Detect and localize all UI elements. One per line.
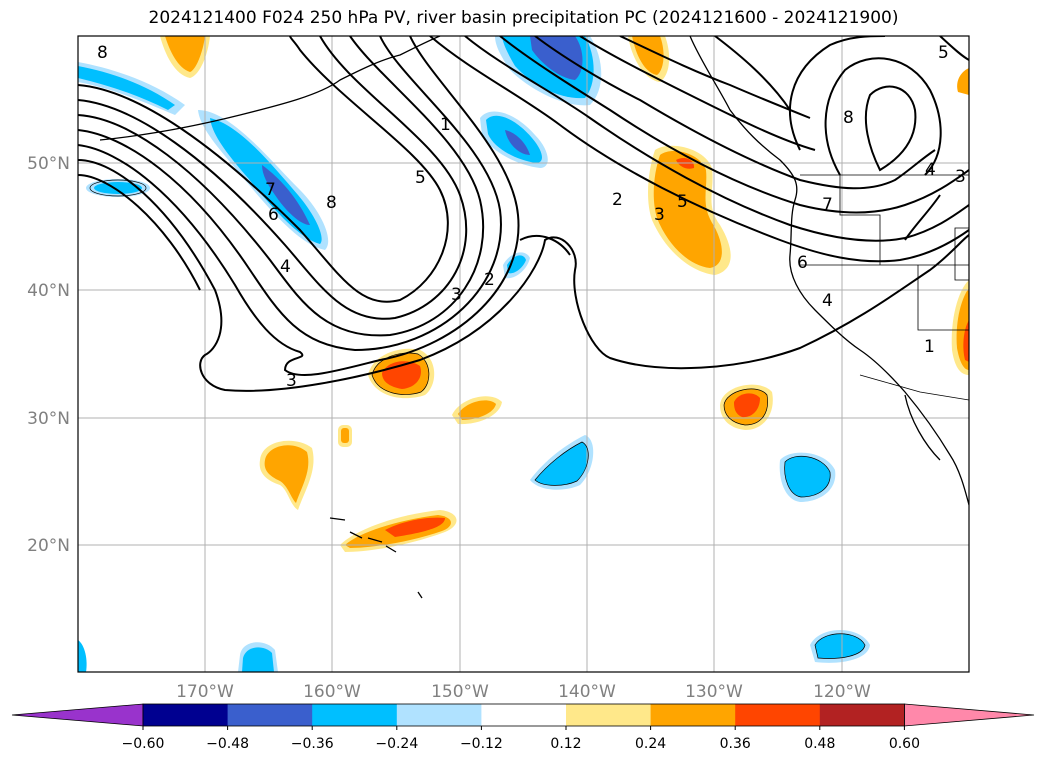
- map-frame: [77, 35, 970, 673]
- colorbar-tick-label: −0.48: [206, 736, 249, 752]
- colorbar-tick-label: −0.36: [291, 736, 334, 752]
- contour-label: 1: [924, 337, 935, 357]
- contour-label: 5: [677, 192, 688, 212]
- neg-anomaly-area: [78, 66, 175, 110]
- contour-label: 6: [797, 253, 808, 273]
- contour-label: 2: [484, 270, 495, 290]
- pos-anomaly-area: [963, 320, 969, 362]
- contour-label: 1: [440, 115, 451, 135]
- colorbar-tick-label: −0.12: [460, 736, 503, 752]
- contour-label: 7: [265, 180, 276, 200]
- contour-labels: 8 1 5 7 6 8 4 3 3 2 2 3 5 6 4 1 7 4 8 5 …: [97, 43, 966, 391]
- pos-anomaly-area: [957, 68, 969, 95]
- pos-anomaly-area: [264, 445, 309, 503]
- colorbar-segment: [227, 704, 313, 726]
- neg-anomaly-area: [505, 130, 530, 155]
- colorbar-tick-label: 0.60: [889, 736, 920, 752]
- lon-label-170w: 170°W: [176, 682, 234, 702]
- colorbar-segment: [650, 704, 736, 726]
- colorbar-tick-label: 0.12: [550, 736, 581, 752]
- pos-anomaly-area: [458, 400, 496, 420]
- contour-label: 2: [612, 190, 623, 210]
- contour-label: 5: [938, 43, 949, 63]
- contour-label: 8: [843, 108, 854, 128]
- lon-label-140w: 140°W: [558, 682, 616, 702]
- colorbar-segment: [735, 704, 821, 726]
- lon-label-160w: 160°W: [303, 682, 361, 702]
- contour-label: 8: [97, 43, 108, 63]
- colorbar-segment: [819, 704, 905, 726]
- colorbar-tick-label: −0.24: [375, 736, 418, 752]
- coastlines: [99, 36, 969, 599]
- map-title: 2024121400 F024 250 hPa PV, river basin …: [148, 8, 899, 28]
- pv-contours: [78, 36, 969, 392]
- contour-label: 4: [280, 257, 291, 277]
- pos-anomaly-area: [341, 428, 349, 443]
- colorbar-segment: [566, 704, 652, 726]
- lon-label-150w: 150°W: [431, 682, 489, 702]
- neg-anomaly-area: [784, 456, 831, 497]
- pos-anomaly-area: [165, 36, 205, 72]
- neg-anomaly-area: [815, 633, 865, 659]
- lat-label-30n: 30°N: [27, 409, 70, 429]
- colorbar-extend-high: [904, 703, 1035, 727]
- neg-anomaly-area: [535, 442, 589, 486]
- colorbar-outline: [142, 703, 905, 727]
- lat-label-50n: 50°N: [27, 154, 70, 174]
- lat-label-20n: 20°N: [27, 536, 70, 556]
- colorbar-extend-low: [11, 703, 144, 727]
- neg-anomaly-area: [530, 36, 583, 80]
- lon-label-120w: 120°W: [813, 682, 871, 702]
- contour-label: 3: [286, 371, 297, 391]
- borders: [800, 174, 969, 401]
- colorbar-tick-label: 0.36: [720, 736, 751, 752]
- pos-anomaly-area: [385, 517, 445, 537]
- colorbar-segment: [312, 704, 398, 726]
- colorbar-segment: [481, 704, 567, 726]
- colorbar-tick-label: −0.60: [122, 736, 165, 752]
- pos-anomaly-area: [734, 393, 760, 418]
- colorbar-segment: [396, 704, 482, 726]
- contour-label: 3: [955, 167, 966, 187]
- contour-label: 3: [451, 285, 462, 305]
- anomaly-outlines: [89, 179, 866, 659]
- contour-label: 8: [326, 193, 337, 213]
- lon-label-130w: 130°W: [685, 682, 743, 702]
- pos-anomaly-area: [653, 151, 722, 268]
- neg-anomaly-area: [94, 182, 142, 194]
- colorbar-tick-label: 0.48: [804, 736, 835, 752]
- colorbar-segment: [143, 704, 229, 726]
- neg-anomaly-area: [262, 165, 310, 225]
- contour-label: 7: [822, 195, 833, 215]
- colorbar: −0.60 −0.48 −0.36 −0.24 −0.12 0.12 0.24 0.36 0.4…: [11, 703, 1035, 752]
- neg-anomaly-area: [242, 647, 274, 672]
- contour-label: 3: [654, 205, 665, 225]
- colorbar-tick-label: 0.24: [635, 736, 666, 752]
- latitude-labels: 50°N 40°N 30°N 20°N: [27, 154, 70, 556]
- contour-label: 4: [925, 160, 936, 180]
- neg-anomaly-area: [78, 640, 87, 672]
- longitude-labels: 170°W 160°W 150°W 140°W 130°W 120°W: [176, 682, 871, 702]
- contour-label: 5: [415, 168, 426, 188]
- contour-label: 4: [822, 291, 833, 311]
- contour-label: 6: [268, 205, 279, 225]
- lat-label-40n: 40°N: [27, 281, 70, 301]
